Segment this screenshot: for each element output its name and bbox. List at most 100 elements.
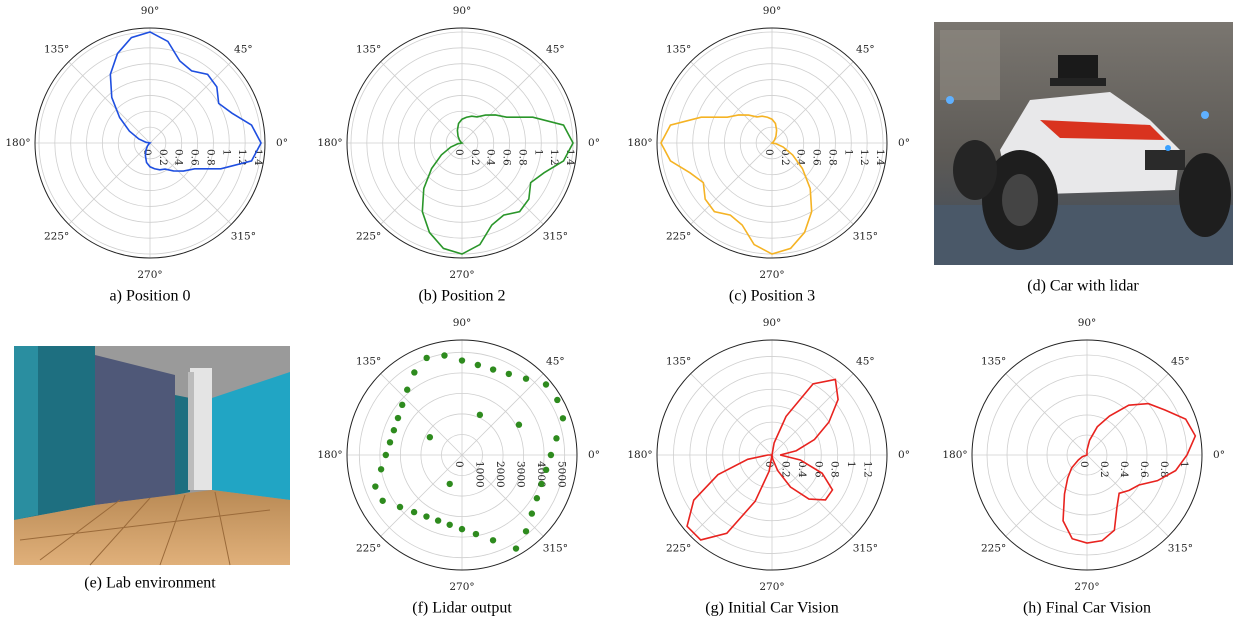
polar-curve	[687, 379, 838, 539]
caption: (h) Final Car Vision	[1023, 600, 1151, 617]
lidar-point	[372, 483, 378, 489]
radial-tick-label: 0.4	[795, 149, 807, 166]
lidar-point	[477, 412, 483, 418]
caption: a) Position 0	[110, 288, 191, 305]
radial-tick-label: 1	[845, 461, 857, 468]
angle-tick-label: 225°	[666, 230, 691, 242]
angle-grid-line	[691, 374, 772, 455]
polar-chart: 0°45°90°135°180°225°270°315°00.20.40.60.…	[5, 5, 288, 305]
car-photo	[934, 22, 1233, 265]
angle-tick-label: 45°	[234, 44, 253, 56]
angle-tick-label: 45°	[856, 356, 875, 368]
angle-tick-label: 45°	[1171, 356, 1190, 368]
angle-tick-label: 180°	[627, 137, 652, 149]
lidar-point	[423, 355, 429, 361]
lidar-point	[473, 531, 479, 537]
lidar-point	[543, 381, 549, 387]
angle-grid-line	[69, 62, 150, 143]
angle-tick-label: 270°	[1074, 581, 1099, 593]
radial-tick-label: 0.4	[173, 149, 185, 166]
angle-tick-label: 90°	[1078, 317, 1097, 329]
lidar-point	[395, 415, 401, 421]
angle-tick-label: 90°	[763, 317, 782, 329]
radial-tick-label: 1000	[474, 461, 486, 488]
radial-tick-label: 1	[220, 149, 232, 156]
angle-tick-label: 45°	[856, 44, 875, 56]
radial-tick-label: 1.4	[874, 149, 886, 166]
caption: (c) Position 3	[729, 288, 815, 305]
angle-tick-label: 45°	[546, 44, 565, 56]
lidar-point	[404, 387, 410, 393]
radial-tick-label: 2000	[494, 461, 506, 488]
angle-tick-label: 315°	[543, 230, 568, 242]
angle-tick-label: 225°	[356, 542, 381, 554]
angle-tick-label: 270°	[449, 581, 474, 593]
angle-tick-label: 135°	[356, 356, 381, 368]
angle-tick-label: 135°	[356, 44, 381, 56]
angle-tick-label: 225°	[666, 542, 691, 554]
radial-tick-label: 0.8	[826, 149, 838, 166]
lidar-point	[523, 528, 529, 534]
angle-tick-label: 315°	[1168, 542, 1193, 554]
radial-tick-label: 0.8	[516, 149, 528, 166]
caption: (e) Lab environment	[84, 575, 216, 592]
polar-chart: 0°45°90°135°180°225°270°315°00.20.40.60.…	[942, 317, 1225, 617]
lidar-point	[523, 376, 529, 382]
angle-tick-label: 90°	[453, 5, 472, 17]
angle-tick-label: 0°	[898, 449, 910, 461]
lidar-point	[378, 466, 384, 472]
lidar-point	[399, 402, 405, 408]
lidar-point	[475, 362, 481, 368]
angle-grid-line	[381, 143, 462, 224]
radial-tick-label: 0.2	[469, 149, 481, 166]
lidar-point	[397, 504, 403, 510]
lidar-point	[554, 397, 560, 403]
angle-tick-label: 315°	[231, 230, 256, 242]
lidar-point	[534, 495, 540, 501]
lidar-point	[459, 526, 465, 532]
angle-tick-label: 0°	[1213, 449, 1225, 461]
lidar-point	[506, 371, 512, 377]
angle-tick-label: 180°	[317, 449, 342, 461]
angle-tick-label: 180°	[5, 137, 30, 149]
radial-tick-label: 0	[453, 461, 465, 468]
radial-tick-label: 0.2	[157, 149, 169, 166]
lidar-point	[391, 427, 397, 433]
caption: (d) Car with lidar	[1027, 278, 1139, 295]
radial-tick-label: 1.2	[862, 461, 874, 478]
angle-tick-label: 135°	[666, 44, 691, 56]
angle-tick-label: 0°	[898, 137, 910, 149]
radial-tick-label: 0.8	[204, 149, 216, 166]
lidar-point	[513, 545, 519, 551]
radial-tick-label: 5000	[556, 461, 568, 488]
angle-tick-label: 180°	[627, 449, 652, 461]
lidar-point	[560, 415, 566, 421]
angle-tick-label: 315°	[853, 230, 878, 242]
angle-tick-label: 315°	[853, 542, 878, 554]
radial-tick-label: 0.6	[189, 149, 201, 166]
caption: (g) Initial Car Vision	[705, 600, 838, 617]
angle-tick-label: 0°	[276, 137, 288, 149]
lidar-point	[423, 513, 429, 519]
lidar-point	[490, 366, 496, 372]
lidar-point	[529, 510, 535, 516]
angle-tick-label: 270°	[137, 269, 162, 281]
radial-tick-label: 0.8	[829, 461, 841, 478]
angle-grid-line	[462, 62, 543, 143]
radial-tick-label: 0	[1078, 461, 1090, 468]
angle-tick-label: 270°	[759, 581, 784, 593]
radial-tick-label: 0.2	[1098, 461, 1110, 478]
lidar-point	[538, 481, 544, 487]
caption: (b) Position 2	[418, 288, 505, 305]
radial-tick-label: 0	[453, 149, 465, 156]
lidar-point	[435, 517, 441, 523]
angle-tick-label: 225°	[44, 230, 69, 242]
radial-tick-label: 0	[141, 149, 153, 156]
lab-photo	[14, 346, 290, 565]
radial-tick-label: 3000	[515, 461, 527, 488]
lidar-point	[543, 467, 549, 473]
lidar-point	[553, 435, 559, 441]
